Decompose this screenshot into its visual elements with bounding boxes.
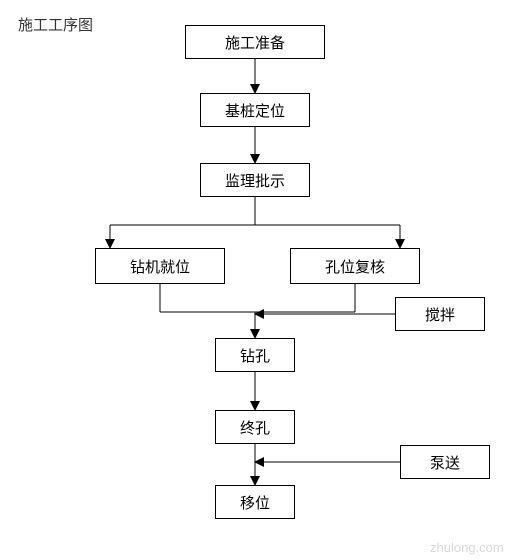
node-label: 钻孔 — [240, 345, 270, 366]
node-drill: 钻孔 — [215, 338, 295, 372]
node-pump: 泵送 — [400, 445, 490, 479]
node-label: 泵送 — [430, 452, 460, 473]
node-label: 监理批示 — [225, 170, 285, 191]
node-label: 搅拌 — [425, 304, 455, 325]
node-label: 孔位复核 — [325, 256, 385, 277]
node-approve: 监理批示 — [200, 163, 310, 197]
diagram-title: 施工工序图 — [18, 14, 93, 35]
node-label: 施工准备 — [225, 32, 285, 53]
node-move: 移位 — [215, 485, 295, 519]
watermark: zhulong.com — [430, 540, 504, 555]
node-locate: 基桩定位 — [200, 93, 310, 127]
node-end: 终孔 — [215, 410, 295, 444]
node-prep: 施工准备 — [185, 25, 325, 59]
node-label: 钻机就位 — [130, 256, 190, 277]
node-label: 移位 — [240, 492, 270, 513]
node-mix: 搅拌 — [395, 297, 485, 331]
node-label: 基桩定位 — [225, 100, 285, 121]
node-rig: 钻机就位 — [95, 248, 225, 284]
node-recheck: 孔位复核 — [290, 248, 420, 284]
node-label: 终孔 — [240, 417, 270, 438]
